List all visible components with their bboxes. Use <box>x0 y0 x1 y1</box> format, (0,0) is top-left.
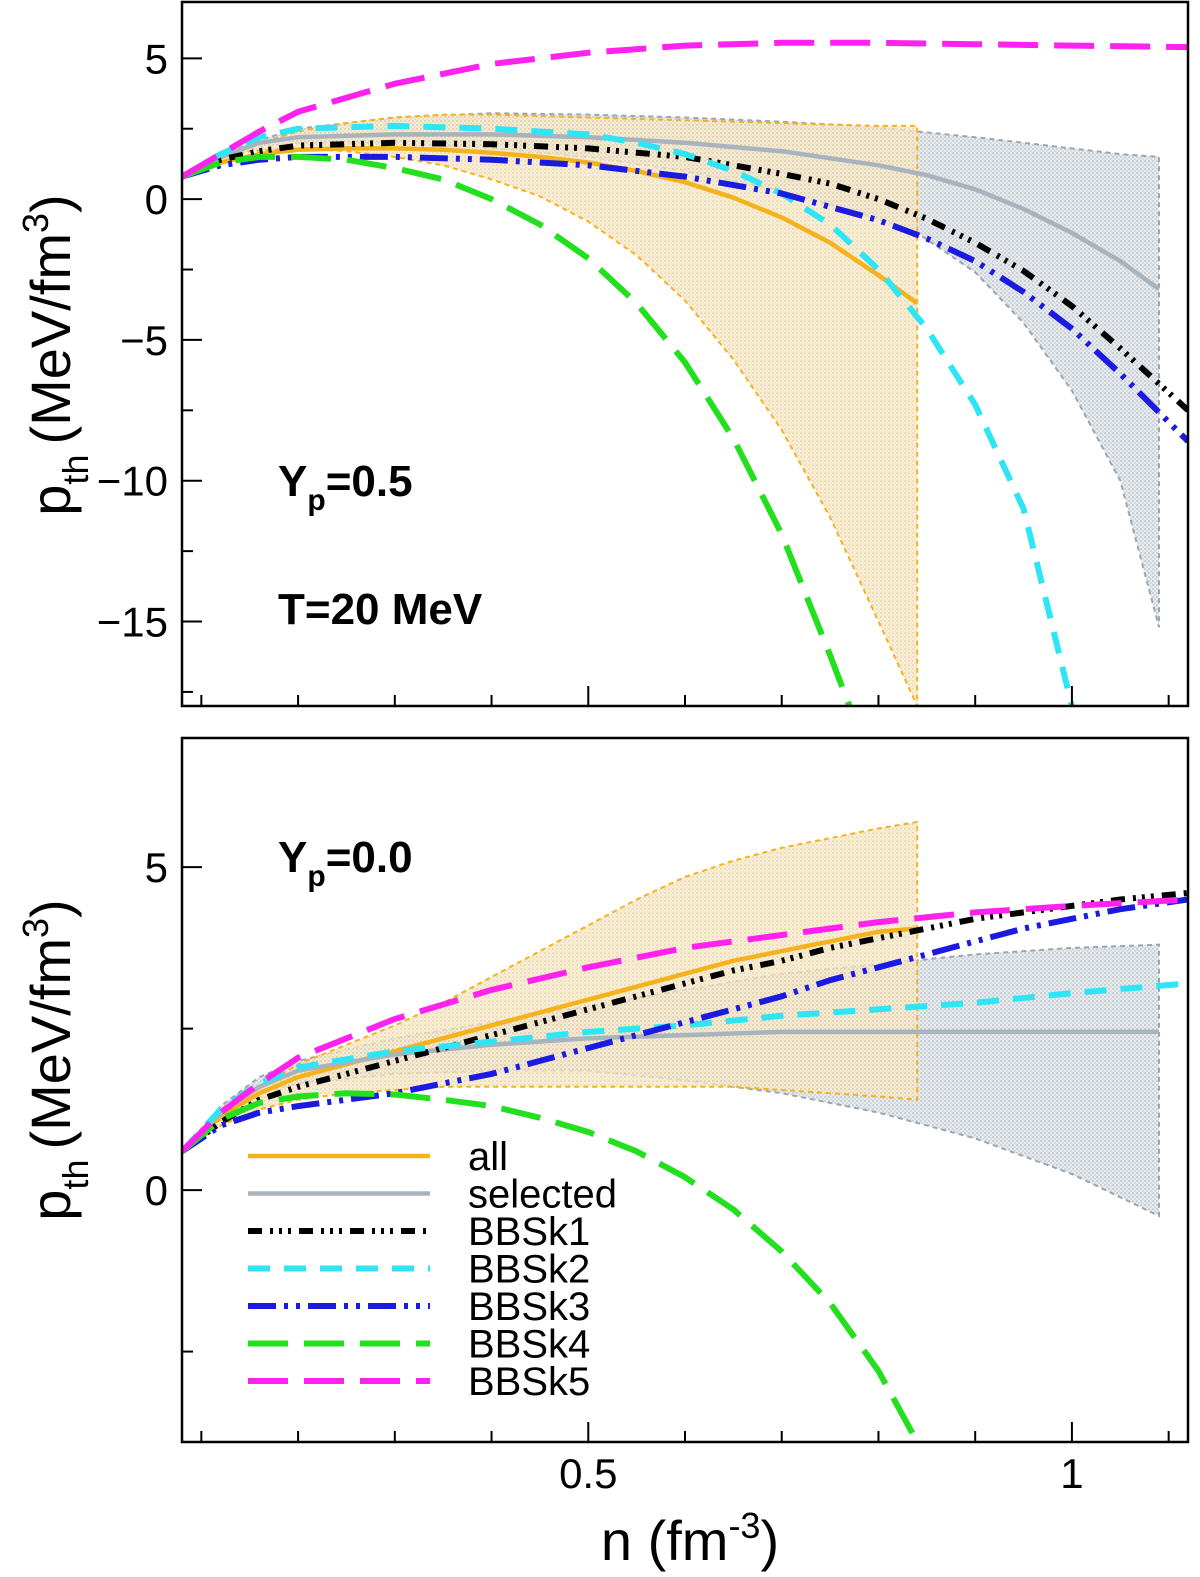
bottom-series <box>182 890 1188 1442</box>
bottom-series-selected <box>182 1029 1159 1153</box>
bottom-series-bbsk4 <box>182 1090 920 1442</box>
top-series-bbsk5 <box>182 39 1188 180</box>
legend-label-all: all <box>468 1135 508 1179</box>
top-series-all <box>182 146 919 306</box>
panel-bottom: 50 0.5 1 Yp=0.0 pth(MeV/fm3) n (fm-3) all… <box>15 736 1190 1572</box>
top-band-selected <box>182 112 1160 628</box>
bottom-annotation-yp: Yp=0.0 <box>278 833 413 893</box>
bottom-series-all <box>182 926 918 1154</box>
legend-label-bbsk3: BBSk3 <box>468 1285 590 1329</box>
top-y-axis-title: pth(MeV/fm3) <box>15 194 96 515</box>
bottom-ticks <box>182 866 1170 1442</box>
legend-label-bbsk2: BBSk2 <box>468 1248 590 1292</box>
bottom-plot-area <box>182 820 1188 1442</box>
top-series-selected <box>182 132 1161 292</box>
top-band-all <box>182 113 919 706</box>
xtick-label: 1 <box>1060 1450 1083 1497</box>
bottom-ytick-label: 5 <box>145 844 168 891</box>
top-annotation-temperature: T=20 MeV <box>278 585 483 634</box>
top-series-bbsk4 <box>182 153 853 706</box>
top-ticks <box>182 57 1170 706</box>
top-ytick-label: −10 <box>97 458 168 505</box>
top-ytick-labels: 5 0 −5 −10 −15 <box>97 35 168 645</box>
bottom-ytick-label: 0 <box>145 1167 168 1214</box>
top-annotation-yp: Yp=0.5 <box>278 457 413 517</box>
bottom-series-bbsk3 <box>182 896 1188 1154</box>
bottom-series-bbsk2 <box>182 980 1188 1154</box>
top-series-bbsk3 <box>182 153 1188 444</box>
x-axis-title: n (fm-3) <box>601 1505 779 1572</box>
legend-label-bbsk5: BBSk5 <box>468 1360 590 1404</box>
panel-top: 5 0 −5 −10 −15 Yp=0.5 T=20 MeV pth(MeV/fm3) <box>15 0 1190 708</box>
legend-label-selected: selected <box>468 1173 617 1217</box>
legend-label-bbsk1: BBSk1 <box>468 1210 590 1254</box>
bottom-series-bbsk1 <box>182 890 1188 1154</box>
top-ytick-label: −15 <box>97 599 168 646</box>
legend-label-bbsk4: BBSk4 <box>468 1323 590 1367</box>
bottom-xtick-labels: 0.5 1 <box>559 1450 1084 1497</box>
bottom-ytick-labels: 50 <box>145 844 168 1214</box>
top-ytick-label: 0 <box>145 176 168 223</box>
top-ytick-label: 5 <box>145 35 168 82</box>
top-series <box>182 39 1188 706</box>
bottom-series-bbsk5 <box>182 896 1188 1154</box>
top-plot-area <box>182 39 1188 706</box>
bottom-y-axis-title: pth(MeV/fm3) <box>15 899 96 1220</box>
top-ytick-label: −5 <box>120 317 168 364</box>
top-bands <box>182 112 1160 706</box>
xtick-label: 0.5 <box>559 1450 617 1497</box>
top-series-bbsk1 <box>182 139 1188 413</box>
top-series-bbsk2 <box>182 122 1075 706</box>
